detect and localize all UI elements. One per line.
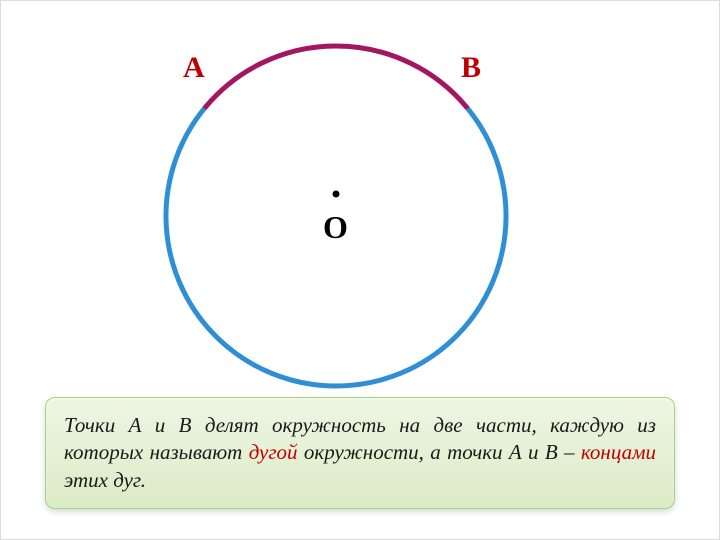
caption-post: этих дуг.: [64, 468, 146, 492]
point-label-b: В: [461, 51, 481, 85]
point-label-a: А: [183, 51, 205, 85]
caption-arc-word: дугой: [249, 440, 298, 464]
caption-box: Точки А и В делят окружность на две част…: [45, 397, 675, 509]
caption-mid: окружности, а точки А и В –: [298, 440, 581, 464]
slide: А В О Точки А и В делят окружность на дв…: [0, 0, 720, 540]
circle-diagram: [1, 1, 720, 431]
caption-ends-word: концами: [581, 440, 656, 464]
center-label-o: О: [323, 209, 348, 246]
